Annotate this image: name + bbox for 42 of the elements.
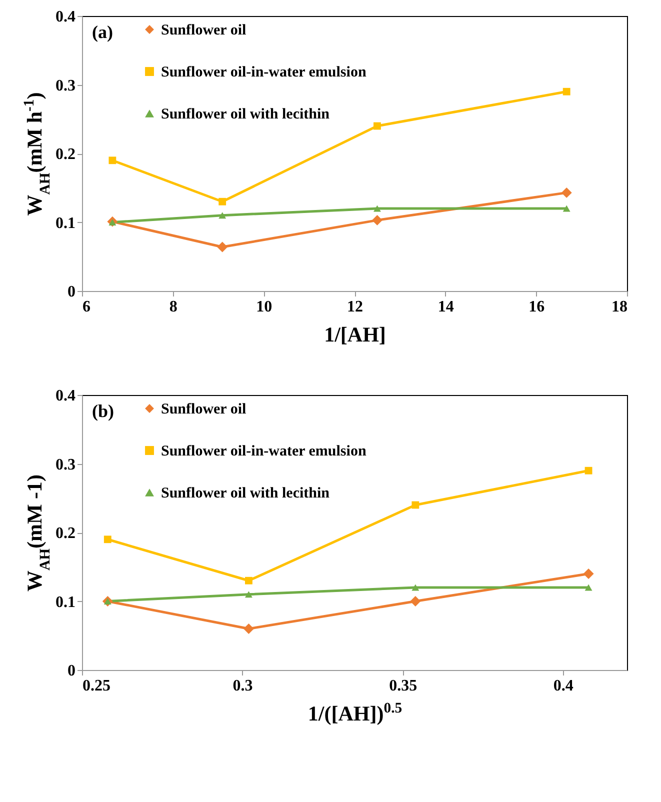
x-tick-label: 0.25 bbox=[82, 678, 110, 694]
point bbox=[562, 88, 570, 96]
legend-label: Sunflower oil bbox=[161, 22, 246, 38]
point bbox=[562, 205, 570, 212]
x-tick-label: 8 bbox=[169, 298, 178, 316]
point bbox=[217, 242, 228, 252]
x-axis-title: 1/[AH] bbox=[324, 322, 386, 346]
x-tick-label: 0.4 bbox=[553, 678, 574, 694]
legend-label: Sunflower oil bbox=[161, 402, 246, 418]
x-tick-label: 0.3 bbox=[232, 678, 253, 694]
y-tick-label: 0.2 bbox=[56, 525, 76, 542]
point bbox=[372, 214, 382, 226]
legend-label: Sunflower oil-in-water emulsion bbox=[161, 444, 367, 460]
y-tick-label: 0.2 bbox=[56, 146, 76, 163]
y-tick-label: 0 bbox=[68, 284, 76, 300]
point bbox=[374, 122, 381, 130]
point bbox=[374, 205, 381, 212]
point bbox=[218, 212, 226, 219]
x-tick-label: 16 bbox=[528, 298, 545, 316]
x-tick-label: 6 bbox=[82, 298, 90, 316]
y-tick-label: 0.1 bbox=[56, 214, 76, 232]
legend-label: Sunflower oil with lecithin bbox=[161, 486, 330, 502]
y-tick-label: 0.4 bbox=[56, 8, 76, 26]
x-tick-label: 14 bbox=[438, 298, 454, 316]
x-tick-label: 12 bbox=[347, 298, 363, 316]
y-tick-label: 0.3 bbox=[56, 77, 76, 94]
x-axis-title: 1/([AH])$^{0.5}$ bbox=[308, 700, 402, 726]
point bbox=[561, 187, 572, 198]
y-tick-label: 0 bbox=[68, 662, 76, 680]
point bbox=[108, 219, 116, 226]
point bbox=[218, 198, 226, 206]
legend-label: Sunflower oil with lecithin bbox=[161, 106, 330, 122]
point bbox=[108, 156, 116, 164]
y-tick-label: 0.3 bbox=[56, 456, 76, 474]
y-tick-label: 0.4 bbox=[56, 388, 76, 404]
x-tick-label: 10 bbox=[256, 298, 272, 316]
y-tick-label: 0.1 bbox=[56, 594, 76, 611]
x-tick-label: 18 bbox=[612, 298, 628, 316]
x-tick-label: 0.35 bbox=[389, 678, 418, 694]
annotation: (a) bbox=[92, 22, 113, 42]
legend-label: Sunflower oil-in-water emulsion bbox=[161, 64, 367, 80]
annotation: (b) bbox=[92, 401, 114, 421]
